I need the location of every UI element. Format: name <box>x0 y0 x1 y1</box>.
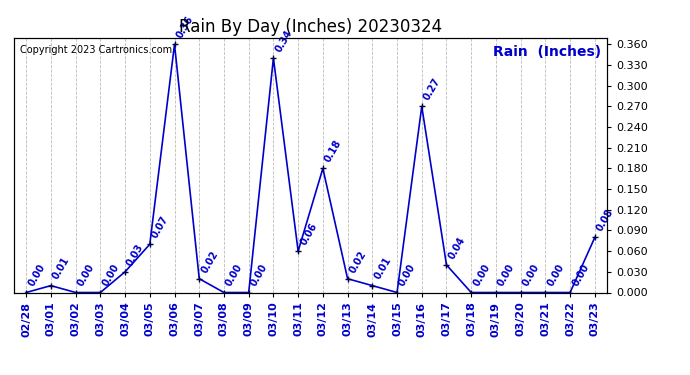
Text: 0.04: 0.04 <box>446 235 467 261</box>
Text: 0.00: 0.00 <box>496 262 517 288</box>
Text: 0.01: 0.01 <box>51 256 72 282</box>
Text: 0.36: 0.36 <box>175 15 195 40</box>
Text: 0.27: 0.27 <box>422 76 442 102</box>
Text: 0.00: 0.00 <box>224 262 245 288</box>
Text: 0.00: 0.00 <box>570 262 591 288</box>
Text: 0.00: 0.00 <box>76 262 97 288</box>
Text: 0.18: 0.18 <box>323 138 344 164</box>
Text: 0.00: 0.00 <box>521 262 542 288</box>
Text: 0.00: 0.00 <box>397 262 417 288</box>
Text: Rain  (Inches): Rain (Inches) <box>493 45 601 59</box>
Text: 0.07: 0.07 <box>150 214 170 240</box>
Text: 0.02: 0.02 <box>199 249 220 274</box>
Text: Copyright 2023 Cartronics.com: Copyright 2023 Cartronics.com <box>20 45 172 55</box>
Text: 0.34: 0.34 <box>273 28 294 54</box>
Text: 0.00: 0.00 <box>26 262 47 288</box>
Text: 0.02: 0.02 <box>348 249 368 274</box>
Text: 0.03: 0.03 <box>125 242 146 268</box>
Text: 0.00: 0.00 <box>545 262 566 288</box>
Title: Rain By Day (Inches) 20230324: Rain By Day (Inches) 20230324 <box>179 18 442 36</box>
Text: 0.00: 0.00 <box>248 262 269 288</box>
Text: 0.08: 0.08 <box>595 207 615 233</box>
Text: 0.00: 0.00 <box>100 262 121 288</box>
Text: 0.01: 0.01 <box>373 256 393 282</box>
Text: 0.00: 0.00 <box>471 262 492 288</box>
Text: 0.06: 0.06 <box>298 221 319 247</box>
